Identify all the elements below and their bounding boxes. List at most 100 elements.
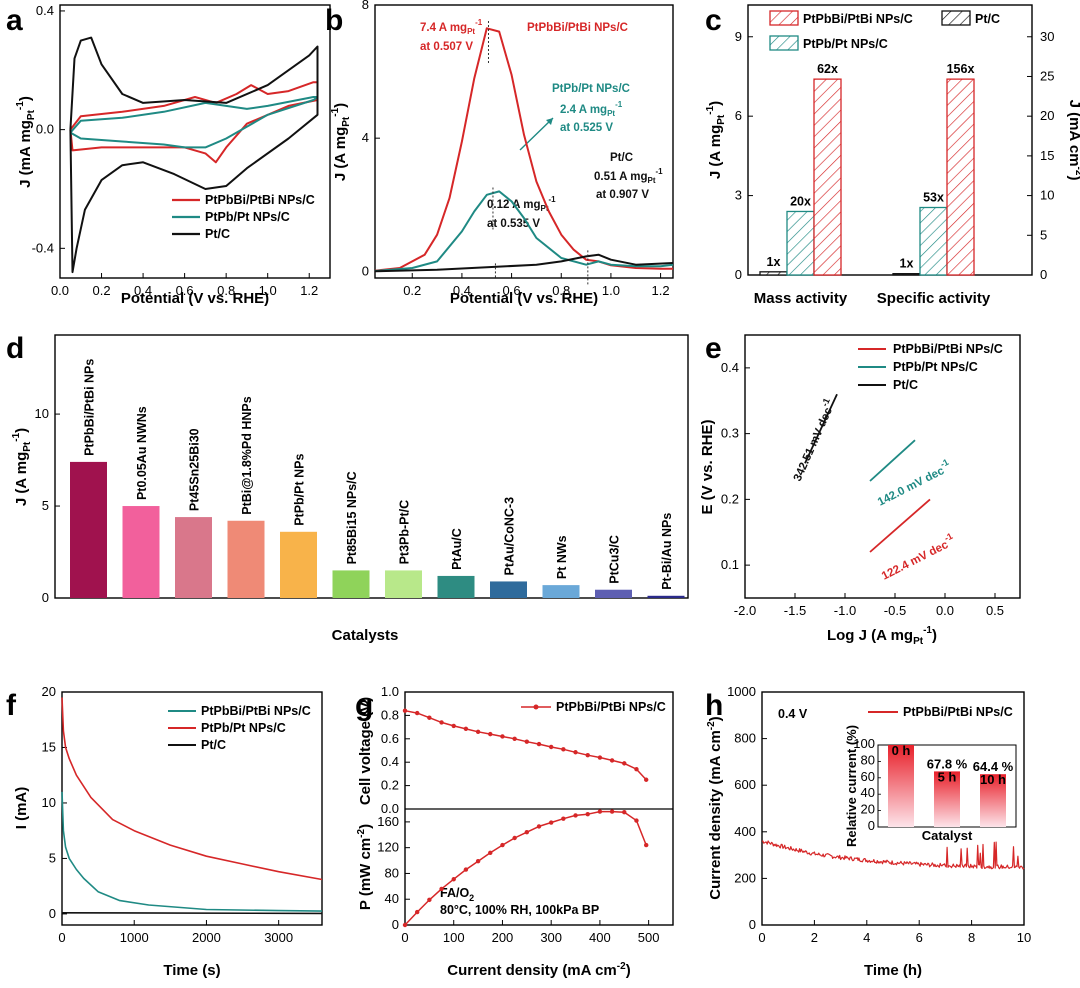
d-bar-1 [122,506,160,598]
g-power-point-10 [524,830,530,835]
f-xlabel: Time (s) [163,962,220,979]
c-ylabel-right: J (mA cm-2) [1066,100,1080,181]
c-right-ytick-label-3: 15 [1040,148,1054,163]
g-power-point-8 [500,842,505,848]
a-legend-item-2: PtPb/Pt NPs/C [205,210,290,224]
g-voltage-point-5 [463,726,469,732]
d-bar-label-10: PtCu3/C [608,535,622,584]
c-right-ytick-label-5: 25 [1040,68,1054,83]
panel-label-g: g [355,689,373,722]
d-xlabel: Catalysts [332,627,399,644]
g-voltage-point-6 [475,729,481,734]
f-xtick-label-1: 1000 [120,930,149,945]
g-power-point-5 [463,867,469,872]
h-potential-label: 0.4 V [778,707,808,721]
h-xtick-label-2: 4 [863,930,870,945]
b-ann-red-at: at 0.507 V [420,41,473,53]
a-series-1-line [69,96,319,149]
g-power-point-7 [488,850,493,856]
panel-a-frame [59,4,331,279]
g-voltage-point-14 [573,750,578,755]
panel-b-frame [374,4,674,279]
g-voltage-point-7 [488,731,493,737]
panel-label-c: c [705,4,722,37]
c-legend: PtPbBi/PtBi NPs/C Pt/C PtPb/Pt NPs/C [769,10,1000,51]
b-series-0-line [374,27,673,272]
d-bar-5 [332,570,370,598]
g-top-ytick-label-1: 0.2 [381,778,399,793]
b-ann-red-main: PtPbBi/PtBi NPs/C [527,22,628,34]
c-legend-swatch-red [769,10,799,26]
a-xtick-label-5: 1.0 [259,283,277,298]
a-ytick-label-1: 0.0 [36,122,54,137]
h-inset-value-label-1: 67.8 % [927,756,968,771]
f-ytick-label-4: 20 [42,684,56,699]
g-xtick-label-1: 100 [443,930,465,945]
e-series-1-line [869,439,916,482]
b-ann-teal-val: 2.4 A mgPt-1 [560,100,623,118]
panel-label-d: d [6,332,24,365]
g-voltage-point-19 [634,767,639,772]
g-voltage-point-17 [609,758,615,763]
b-series-2-line [374,253,674,273]
panel-e-frame [744,334,1021,599]
d-bar-label-4: PtPb/Pt NPs [293,454,307,526]
a-xtick-label-6: 1.2 [300,283,318,298]
f-xtick-label-3: 3000 [264,930,293,945]
b-ytick-label-1: 4 [362,130,369,145]
d-bar-label-7: PtAu/C [450,528,464,570]
f-ytick-label-0: 0 [49,906,56,921]
g-voltage-point-18 [622,761,627,766]
h-inset-bar-2 [980,774,1006,827]
e-xtick-label-1: -1.5 [784,603,806,618]
g-voltage-point-4 [451,723,456,729]
b-annotations: PtPbBi/PtBi NPs/C 7.4 A mgPt-1 at 0.507 … [420,18,663,230]
e-legend-item-2: PtPb/Pt NPs/C [893,360,978,374]
f-ytick-label-1: 5 [49,850,56,865]
g-voltage-point-15 [585,752,590,758]
d-bar-0 [70,461,107,598]
f-ytick-label-3: 15 [42,739,56,754]
d-bar-label-3: PtBi@1.8%Pd HNPs [240,396,254,515]
e-legend-item-1: PtPbBi/PtBi NPs/C [893,342,1003,356]
c-bar-0-0 [759,271,788,276]
g-voltage-point-0 [402,708,408,713]
d-bar-label-2: Pt45Sn25Bi30 [188,428,202,511]
g-power-point-14 [573,813,578,818]
h-ytick-label-1: 200 [734,870,756,885]
e-slope-label-teal: 142.0 mV dec-1 [874,457,954,509]
g-power-point-20 [644,842,649,848]
c-left-ytick-label-3: 9 [735,29,742,44]
g-power-point-12 [548,820,554,825]
h-xtick-label-0: 0 [758,930,765,945]
g-legend: PtPbBi/PtBi NPs/C [521,700,666,714]
g-bottom-ytick-label-3: 120 [377,840,399,855]
g-power-point-2 [427,897,432,903]
d-bar-label-11: Pt-Bi/Au NPs [660,513,674,590]
b-xtick-label-4: 1.0 [602,283,620,298]
c-bar-label-1-2: 156x [947,62,975,76]
c-legend-item-3: PtPb/Pt NPs/C [803,37,888,51]
a-xtick-label-2: 0.4 [134,283,152,298]
g-voltage-point-12 [548,744,554,750]
g-power-point-1 [414,909,420,915]
f-legend-item-1: PtPbBi/PtBi NPs/C [201,704,311,718]
f-series-2-line [61,911,323,915]
a-xtick-label-4: 0.8 [217,283,235,298]
d-bar-4 [280,531,317,598]
c-bar-1-1 [919,206,948,276]
b-xtick-label-0: 0.2 [403,283,421,298]
g-bottom-ytick-label-2: 80 [385,865,399,880]
e-xtick-label-3: -0.5 [884,603,906,618]
h-xtick-label-4: 8 [968,930,975,945]
c-left-ytick-label-1: 3 [735,188,742,203]
g-top-ytick-label-5: 1.0 [381,684,399,699]
g-power-point-13 [561,816,566,821]
e-series-0-line [869,498,931,553]
g-power-point-9 [512,835,517,841]
a-ytick-label-0: -0.4 [32,240,54,255]
g-power-point-15 [585,811,590,817]
h-ytick-label-4: 800 [734,731,756,746]
g-top-ytick-label-4: 0.8 [381,707,399,722]
